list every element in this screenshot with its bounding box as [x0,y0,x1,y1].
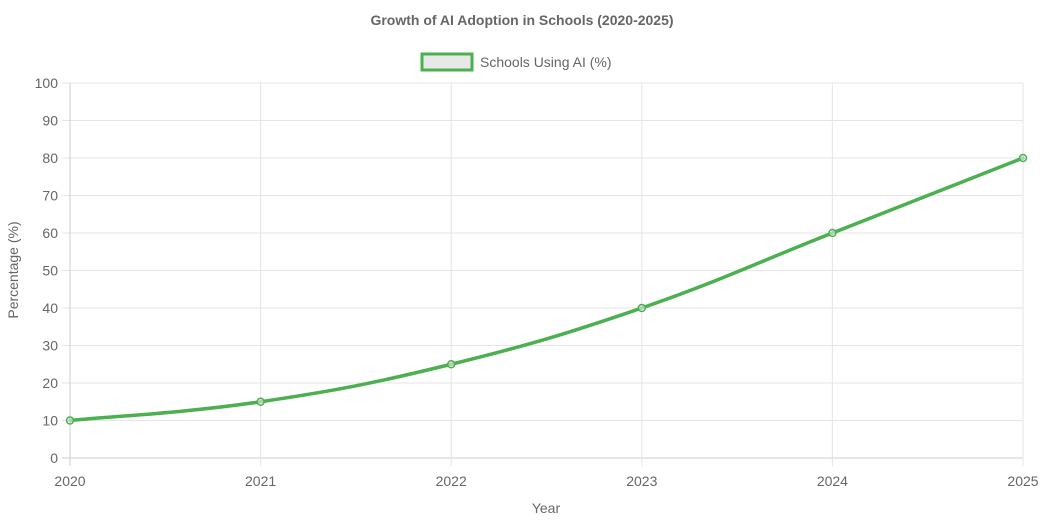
y-tick-label: 100 [35,75,59,91]
x-tick-label: 2022 [436,473,467,489]
chart-title: Growth of AI Adoption in Schools (2020-2… [370,12,673,28]
y-tick-label: 20 [42,375,58,391]
series-line [68,156,1025,423]
x-axis-ticks: 2020 2021 2022 2023 2024 2025 [54,473,1038,489]
legend-swatch [420,52,474,72]
y-tick-label: 30 [42,338,58,354]
x-tick-label: 2024 [817,473,848,489]
legend-label: Schools Using AI (%) [480,54,612,70]
y-tick-label: 70 [42,188,58,204]
y-tick-label: 50 [42,263,58,279]
y-tick-label: 40 [42,300,58,316]
data-point[interactable] [1018,153,1028,163]
data-point[interactable] [256,397,265,406]
x-tick-label: 2025 [1007,473,1038,489]
y-tick-label: 10 [42,413,58,429]
y-axis-ticks: 0 10 20 30 40 50 60 70 80 90 100 [35,75,59,466]
data-point[interactable] [446,360,456,369]
data-point[interactable] [637,303,647,313]
legend[interactable]: Schools Using AI (%) [420,52,612,72]
data-point[interactable] [828,228,837,238]
y-tick-label: 80 [42,150,58,166]
x-axis-label: Year [532,500,561,516]
series-group [65,153,1028,425]
x-tick-label: 2021 [245,473,276,489]
data-point[interactable] [65,416,75,425]
y-tick-label: 60 [42,225,58,241]
y-axis-label: Percentage (%) [5,221,21,318]
y-tick-label: 0 [50,450,58,466]
x-tick-label: 2023 [626,473,657,489]
grid [62,82,1024,466]
x-tick-label: 2020 [54,473,85,489]
y-tick-label: 90 [42,113,58,129]
